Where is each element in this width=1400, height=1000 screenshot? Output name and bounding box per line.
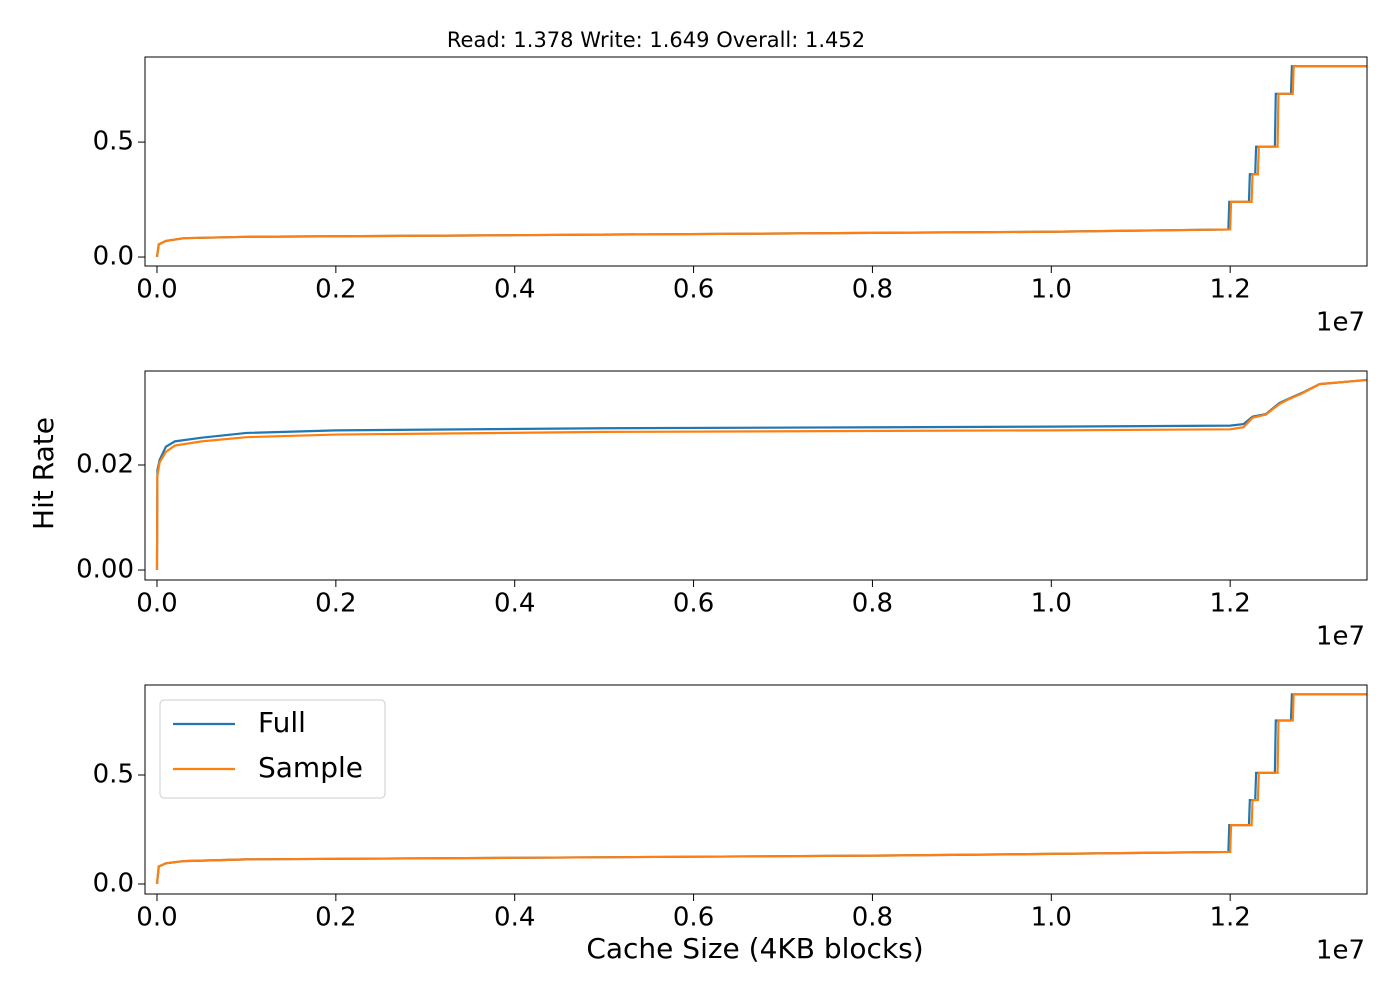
legend: Full Sample (159, 699, 386, 799)
x-tick-label: 0.2 (315, 589, 356, 619)
x-tick-label: 0.2 (315, 903, 356, 933)
x-tick-label: 0.2 (315, 275, 356, 305)
x-tick-label: 0.6 (673, 275, 714, 305)
series-line (155, 378, 1367, 571)
series-line (155, 693, 1367, 885)
x-tick-label: 1.0 (1031, 589, 1072, 619)
subplot: 0.0 0.2 0.4 0.6 0.8 1.0 1.2 0.00 0.02 1e7 Hit Rate (27, 370, 1368, 652)
axes-frame (144, 684, 1368, 895)
legend-label: Sample (258, 751, 363, 784)
x-offset-label: 1e7 (1316, 622, 1365, 652)
x-offset-label: 1e7 (1316, 308, 1365, 338)
x-tick-label: 0.8 (852, 589, 893, 619)
y-tick-label: 0.0 (93, 868, 134, 898)
x-axis-label: Cache Size (4KB blocks) (586, 932, 923, 965)
subplot: 0.0 0.2 0.4 0.6 0.8 1.0 1.2 0.0 0.5 1e7 Read: 1.37… (93, 28, 1368, 338)
x-tick-label: 1.2 (1209, 275, 1250, 305)
x-tick-label: 1.0 (1031, 275, 1072, 305)
y-tick-label: 0.02 (76, 449, 134, 479)
y-tick-label: 0.5 (93, 760, 134, 790)
x-tick-label: 0.4 (494, 589, 535, 619)
x-tick-label: 0.0 (136, 589, 177, 619)
axes-frame (144, 56, 1368, 267)
x-tick-label: 1.2 (1209, 589, 1250, 619)
x-tick-label: 0.8 (852, 903, 893, 933)
x-tick-label: 0.6 (673, 903, 714, 933)
x-tick-label: 0.0 (136, 275, 177, 305)
y-axis-label: Hit Rate (27, 417, 60, 530)
x-tick-label: 0.4 (494, 903, 535, 933)
y-tick-label: 0.00 (76, 555, 134, 585)
x-tick-label: 1.2 (1209, 903, 1250, 933)
chart-title: Read: 1.378 Write: 1.649 Overall: 1.452 (447, 28, 865, 52)
subplot: 0.0 0.2 0.4 0.6 0.8 1.0 1.2 0.0 0.5 1e7 Cache Size… (93, 684, 1368, 966)
series-line (155, 378, 1367, 571)
y-tick-label: 0.5 (93, 127, 134, 157)
x-tick-label: 0.0 (136, 903, 177, 933)
series-line (155, 65, 1367, 258)
legend-label: Full (258, 706, 306, 739)
x-tick-label: 0.6 (673, 589, 714, 619)
x-tick-label: 1.0 (1031, 903, 1072, 933)
series-line (155, 65, 1367, 258)
axes-frame (144, 370, 1368, 581)
x-tick-label: 0.8 (852, 275, 893, 305)
y-tick-label: 0.0 (93, 242, 134, 272)
x-offset-label: 1e7 (1316, 936, 1365, 966)
x-tick-label: 0.4 (494, 275, 535, 305)
